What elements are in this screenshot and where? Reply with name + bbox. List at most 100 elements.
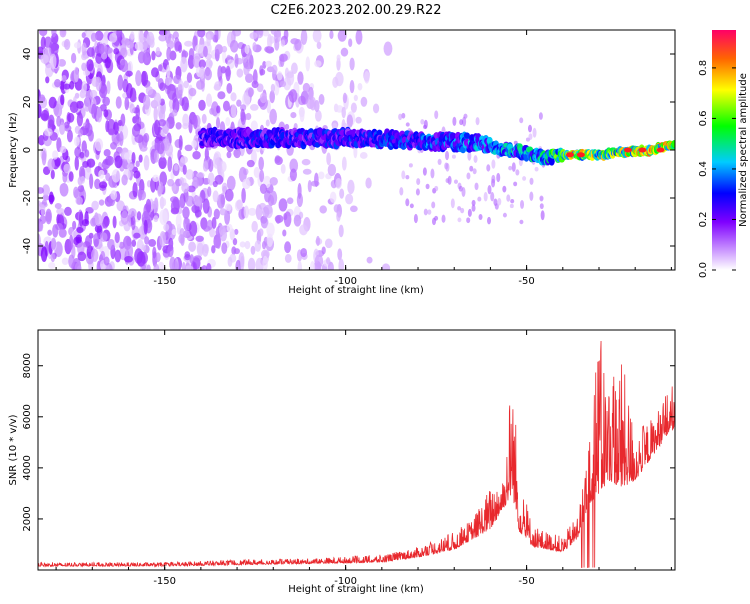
spectrogram-cell: [270, 83, 275, 93]
spectrogram-cell: [194, 44, 204, 54]
spectrogram-cell: [349, 57, 355, 71]
spectrogram-cell: [217, 65, 223, 81]
spectrogram-cell: [171, 109, 178, 117]
spectrogram-cell: [141, 244, 146, 251]
spectrogram-cell: [258, 228, 264, 237]
spectrogram-cell: [131, 239, 137, 247]
spectrogram-cell: [346, 114, 354, 128]
snr-y-ticks: 2000 4000 6000 8000: [22, 353, 675, 532]
spectrogram-cell: [114, 249, 122, 263]
colorbar-tick-label: 0.4: [698, 161, 709, 177]
spectrogram-cell: [329, 191, 337, 204]
spectrogram-cell: [64, 206, 72, 216]
spectrogram-cell: [349, 80, 355, 94]
spectrogram-cell: [196, 242, 204, 257]
spectrogram-cell: [472, 168, 477, 175]
spectrogram-cell: [45, 211, 52, 223]
spectrogram-cell: [103, 149, 111, 157]
spectrogram-cell: [183, 80, 189, 89]
spectrogram-cell: [121, 37, 130, 46]
spectrogram-cell: [153, 106, 158, 122]
spectrogram-cell: [283, 30, 289, 40]
spectrogram-cell: [100, 52, 108, 60]
spectrogram-cell: [187, 185, 196, 193]
spectrogram-cell: [286, 70, 295, 86]
spectrogram-cell: [293, 214, 302, 227]
spectrogram-cell: [79, 151, 85, 159]
spectrogram-cell: [638, 147, 647, 153]
spectrogram-cell: [184, 144, 193, 152]
spectrogram-cell: [149, 39, 155, 48]
spectrogram-cell: [274, 155, 281, 164]
spectrogram-cell: [48, 262, 56, 269]
spectrogram-cell: [244, 44, 250, 55]
spectrogram-cell: [471, 199, 476, 206]
spectrogram-cell: [120, 113, 126, 127]
spectrogram-cell: [422, 167, 427, 176]
spectrogram-cell: [50, 237, 57, 250]
spectrogram-cell: [207, 186, 212, 197]
spectrogram-cell: [167, 244, 174, 258]
spectrogram-cell: [253, 166, 260, 178]
spectrogram-cell: [441, 214, 446, 223]
spectrogram-cell: [302, 168, 312, 175]
spectrogram-cell: [314, 254, 324, 268]
spectrogram-cell: [95, 76, 102, 92]
spectrogram-cell: [225, 116, 231, 127]
spectrogram-cell: [116, 30, 123, 40]
snr-x-label: Height of straight line (km): [288, 584, 424, 595]
spectrogram-cell: [157, 261, 165, 270]
spectrogram-cell: [338, 224, 344, 238]
spectrogram-cell: [566, 152, 575, 158]
spectrogram-cell: [234, 228, 239, 235]
spectrogram-cell: [201, 265, 208, 270]
spectrogram-cell: [284, 253, 292, 263]
spectrogram-cell: [216, 194, 226, 209]
spectrogram-cell: [38, 94, 46, 104]
spectrogram-cell: [363, 70, 370, 84]
spectrogram-cell: [159, 209, 168, 226]
spectrogram-cell: [469, 165, 474, 172]
spectrogram-cell: [372, 103, 380, 114]
x-tick-label: -50: [518, 576, 534, 587]
spectrogram-cell: [250, 120, 258, 132]
colorbar-tick-label: 0.2: [698, 212, 709, 228]
spectrogram-cell: [184, 265, 194, 270]
spectrogram-cell: [269, 35, 275, 44]
spectrogram-cell: [188, 87, 197, 97]
spectrogram-cell: [271, 64, 278, 75]
spectrogram-cell: [158, 34, 167, 42]
spectrogram-cell: [121, 174, 128, 186]
spectrogram-cell: [193, 52, 202, 60]
spectrogram-cell: [527, 124, 532, 133]
spectrogram-cell: [284, 241, 292, 254]
spectrogram-cell: [94, 30, 104, 41]
spectrogram-cell: [466, 172, 471, 180]
spectrogram-cell: [215, 234, 222, 249]
spectrogram-cell: [52, 150, 59, 160]
spectrogram-cell: [340, 47, 349, 57]
spectrogram-cell: [69, 80, 75, 90]
spectrogram-cell: [76, 112, 84, 127]
spectrogram-cell: [84, 164, 92, 180]
spectrogram-cell: [61, 257, 69, 266]
y-tick-label: 4000: [22, 455, 33, 480]
spectrogram-cell: [240, 255, 245, 270]
spectrogram-cell: [50, 42, 59, 57]
spectrogram-cell: [203, 45, 208, 58]
spectrogram-cell: [329, 30, 334, 39]
spectrogram-cell: [89, 173, 94, 190]
spectrogram-cell: [122, 205, 127, 216]
spectrogram-cell: [110, 141, 117, 150]
spectrogram-cell: [241, 187, 246, 204]
spectrogram-cell: [86, 158, 96, 168]
spectrogram-cell: [449, 132, 456, 139]
spectrogram-cell: [166, 64, 171, 78]
spectrogram-cell: [94, 138, 104, 152]
spectrogram-cell: [463, 132, 470, 139]
spectrogram-cell: [511, 162, 516, 172]
spectrogram-cell: [247, 257, 256, 270]
spectrogram-cell: [117, 74, 124, 91]
spectrogram-cell: [143, 219, 148, 235]
